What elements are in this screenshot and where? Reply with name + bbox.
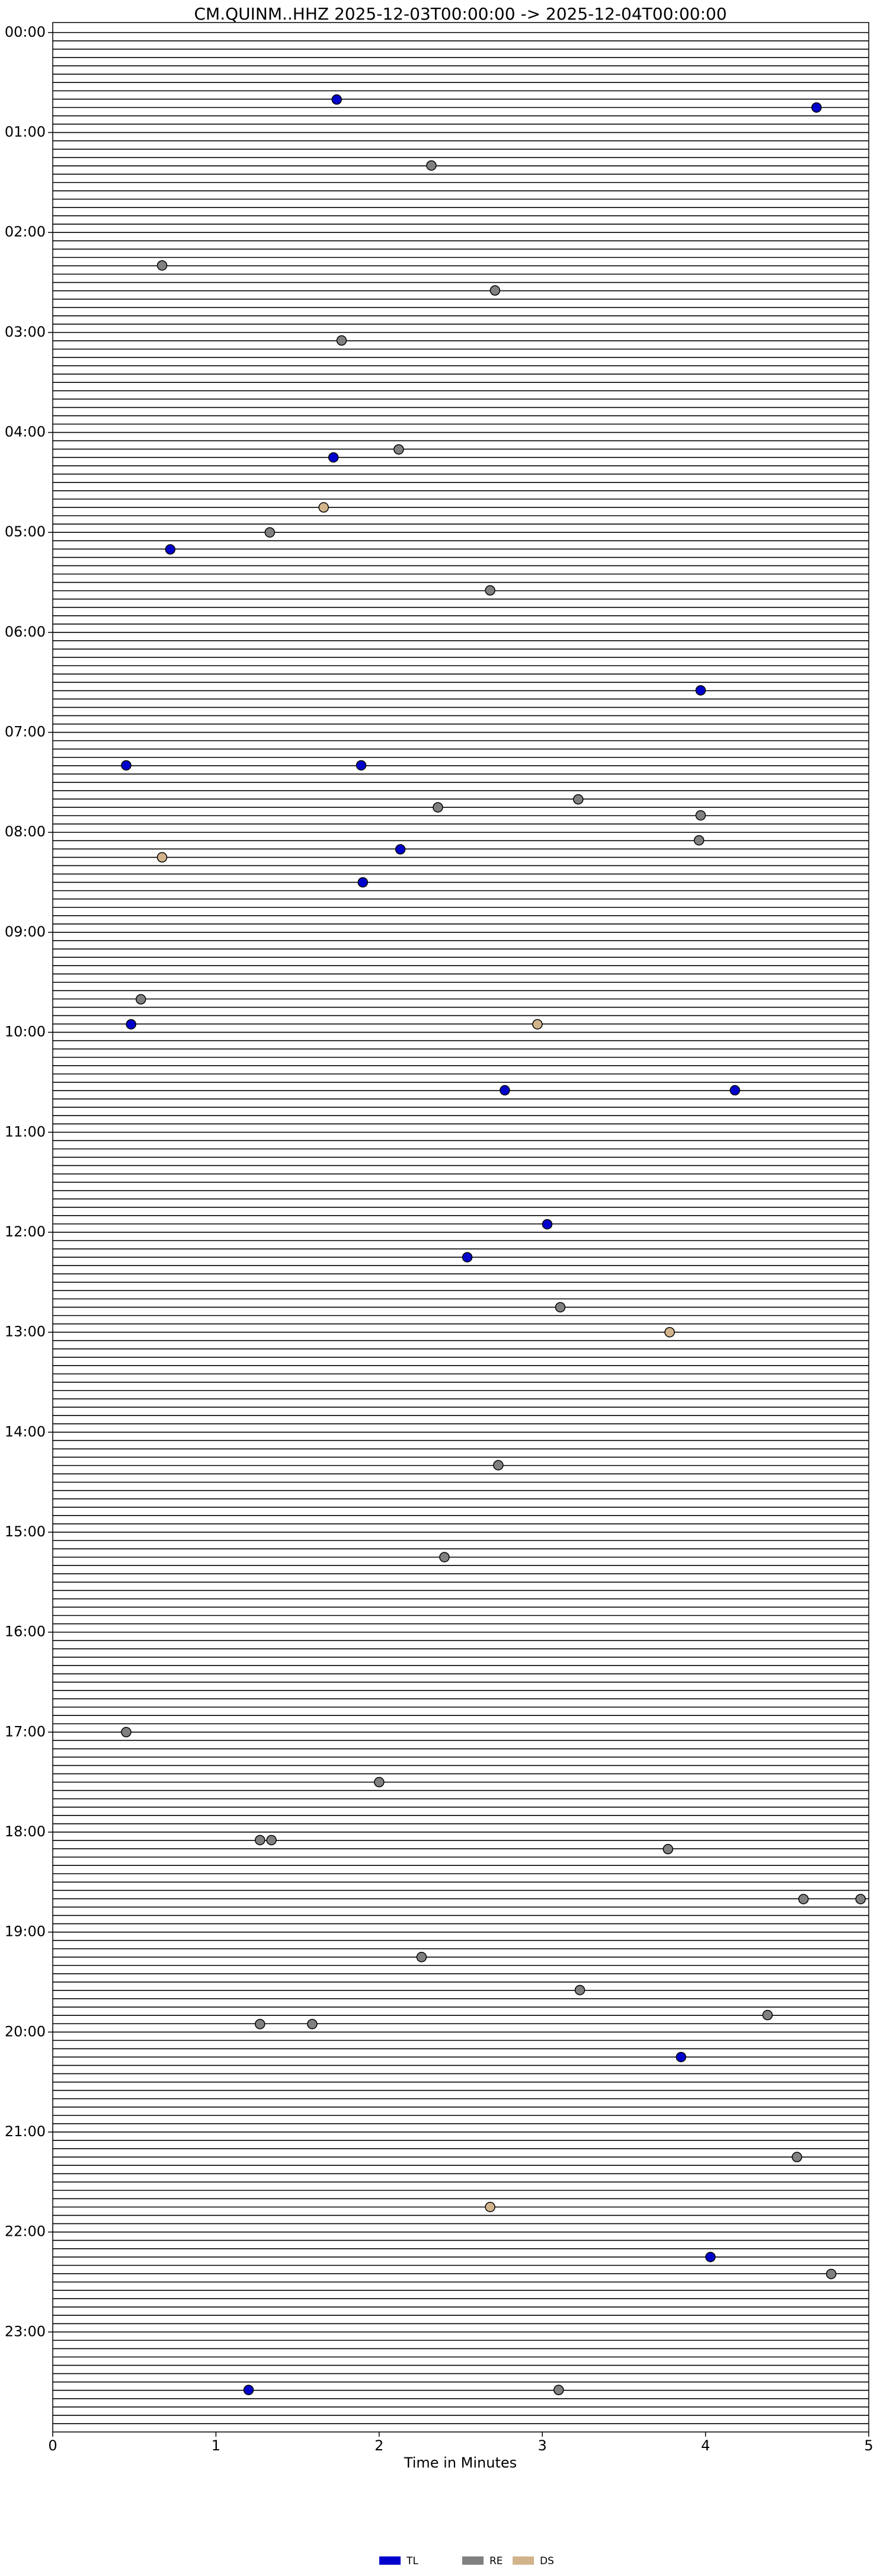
y-tick-label: 15:00 [5, 1523, 46, 1540]
event-marker [336, 335, 347, 346]
event-marker [500, 1085, 510, 1096]
y-tick-label: 09:00 [5, 923, 46, 940]
y-tick-label: 02:00 [5, 223, 46, 240]
event-marker [426, 160, 437, 171]
event-marker [266, 1834, 277, 1846]
event-marker [357, 877, 369, 888]
y-tick-label: 22:00 [5, 2223, 46, 2240]
event-marker [695, 685, 706, 696]
event-marker [855, 1894, 866, 1904]
y-tick-label: 20:00 [5, 2023, 46, 2040]
y-tick-label: 10:00 [5, 1024, 46, 1040]
legend-label: DS [540, 2555, 554, 2567]
event-marker [485, 585, 495, 596]
event-marker [762, 2009, 773, 2021]
event-marker [264, 527, 276, 538]
event-marker [489, 285, 501, 296]
y-tick-label: 14:00 [5, 1423, 46, 1440]
x-axis-label: Time in Minutes [404, 2454, 517, 2471]
event-marker [542, 1219, 553, 1230]
y-tick-label: 13:00 [5, 1324, 46, 1340]
y-tick-label: 01:00 [5, 124, 46, 140]
event-marker [243, 2385, 254, 2395]
event-marker [555, 1302, 566, 1313]
y-tick-label: 04:00 [5, 424, 46, 440]
x-tick-label: 1 [212, 2437, 220, 2454]
event-marker [729, 1085, 740, 1096]
event-marker [165, 544, 176, 555]
event-marker [693, 835, 705, 846]
y-tick-label: 06:00 [5, 624, 46, 640]
event-marker [485, 2201, 495, 2213]
legend-swatch [379, 2556, 401, 2565]
event-marker [356, 760, 367, 771]
y-tick-label: 00:00 [5, 24, 46, 40]
event-marker [255, 2019, 265, 2030]
event-marker [416, 1952, 427, 1963]
legend-label: RE [489, 2555, 503, 2567]
event-marker [705, 2252, 716, 2262]
y-tick-label: 03:00 [5, 324, 46, 340]
x-tick-label: 5 [864, 2437, 873, 2454]
legend-label: TL [406, 2555, 418, 2567]
event-marker [374, 1776, 385, 1788]
y-tick-label: 12:00 [5, 1223, 46, 1240]
x-tick-label: 0 [48, 2437, 57, 2454]
legend-swatch [462, 2556, 484, 2565]
event-marker [156, 852, 168, 863]
event-marker [395, 844, 406, 855]
event-marker [573, 794, 584, 805]
event-marker [676, 2051, 687, 2063]
event-marker [121, 760, 132, 771]
legend-swatch [513, 2556, 534, 2565]
event-marker [663, 1843, 674, 1855]
event-marker [318, 502, 329, 513]
event-marker [433, 802, 443, 813]
event-marker [328, 452, 339, 463]
event-marker [121, 1727, 132, 1738]
event-marker [135, 994, 146, 1005]
event-marker [439, 1552, 450, 1562]
y-tick-label: 23:00 [5, 2323, 46, 2340]
event-marker [255, 1834, 265, 1846]
y-tick-label: 11:00 [5, 1123, 46, 1140]
y-tick-label: 21:00 [5, 2123, 46, 2140]
x-tick-label: 2 [375, 2437, 383, 2454]
event-marker [126, 1019, 136, 1030]
x-tick-label: 3 [538, 2437, 547, 2454]
event-marker [532, 1019, 543, 1030]
event-marker [798, 1894, 809, 1904]
event-marker [493, 1460, 504, 1471]
event-marker [553, 2385, 564, 2395]
event-marker [307, 2019, 318, 2030]
y-tick-label: 16:00 [5, 1623, 46, 1640]
event-marker [156, 260, 168, 271]
event-marker [393, 444, 404, 455]
event-marker [331, 94, 342, 105]
event-marker [664, 1327, 675, 1338]
y-tick-label: 18:00 [5, 1823, 46, 1840]
y-tick-label: 17:00 [5, 1723, 46, 1740]
event-marker [574, 1984, 585, 1996]
y-tick-label: 08:00 [5, 823, 46, 840]
event-marker [825, 2268, 837, 2280]
event-marker [695, 810, 706, 821]
y-tick-label: 07:00 [5, 724, 46, 740]
y-tick-label: 05:00 [5, 523, 46, 540]
y-tick-label: 19:00 [5, 1923, 46, 1940]
event-marker [462, 1252, 473, 1263]
x-tick-label: 4 [701, 2437, 710, 2454]
plot-frame [52, 22, 869, 2433]
chart-title: CM.QUINM..HHZ 2025-12-03T00:00:00 -> 202… [194, 4, 727, 24]
event-marker [792, 2152, 802, 2162]
event-marker [811, 102, 822, 113]
